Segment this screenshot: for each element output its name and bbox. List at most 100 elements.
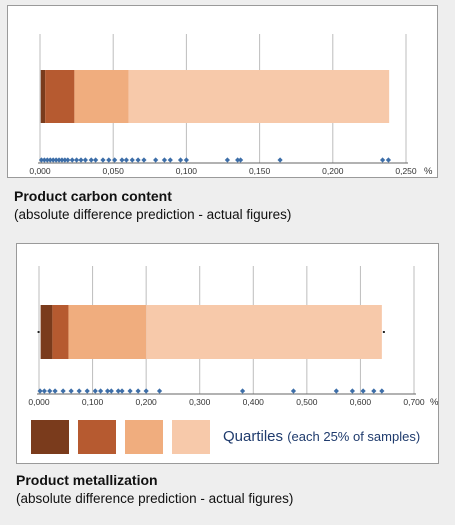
data-point-27: [177, 157, 184, 163]
data-point-14: [88, 157, 94, 163]
data-point-21: [129, 157, 135, 163]
data-point-32: [277, 157, 283, 163]
tick-label-5: 0,250: [395, 166, 417, 176]
data-point-24: [379, 388, 385, 394]
legend-swatch-q3: [125, 420, 163, 454]
data-point-17: [156, 388, 163, 394]
quartile-4-segment: [146, 305, 382, 359]
data-point-10: [104, 388, 111, 394]
legend-swatch-q1: [31, 420, 69, 454]
quartile-2-segment: [52, 305, 69, 359]
carbon-chart-subtitle: (absolute difference prediction - actual…: [14, 207, 292, 222]
data-point-19: [290, 388, 297, 394]
whisker-max-cap: [382, 331, 385, 333]
tick-label-4: 0,400: [243, 397, 265, 407]
data-point-20: [333, 388, 339, 394]
data-point-18: [239, 388, 246, 394]
metallization-chart: 0,000 0,100 0,200 0,300 0,400 0,500 0,600 0,700…: [28, 266, 439, 408]
data-point-23: [371, 388, 377, 394]
data-point-9: [98, 388, 104, 394]
quartile-3-segment: [74, 70, 129, 123]
data-point-22: [135, 157, 141, 163]
data-point-30: [235, 157, 241, 163]
carbon-chart-title: Product carbon content: [14, 188, 172, 204]
data-point-5: [53, 157, 59, 163]
data-point-2: [44, 157, 50, 163]
metallization-chart-title: Product metallization: [16, 472, 158, 488]
data-point-4: [50, 157, 56, 163]
data-point-4: [60, 388, 66, 394]
data-point-6: [76, 388, 82, 394]
legend-label: Quartiles (each 25% of samples): [223, 428, 420, 445]
tick-label-0: 0,000: [28, 397, 50, 407]
data-point-15: [135, 388, 141, 394]
data-point-34: [385, 157, 392, 163]
data-point-13: [82, 157, 88, 163]
data-point-12: [115, 388, 121, 394]
data-point-25: [161, 157, 168, 163]
data-point-5: [68, 388, 74, 394]
legend-swatch-q2: [78, 420, 116, 454]
quartile-1-segment: [40, 305, 53, 359]
data-point-16: [143, 388, 149, 394]
data-point-21: [349, 388, 355, 394]
data-point-28: [183, 157, 189, 163]
tick-label-2: 0,200: [136, 397, 158, 407]
data-point-12: [78, 157, 84, 163]
metallization-chart-subtitle: (absolute difference prediction - actual…: [16, 491, 294, 506]
data-point-3: [47, 157, 53, 163]
metallization-chart-panel: 0,000 0,100 0,200 0,300 0,400 0,500 0,600 0,700…: [16, 243, 439, 412]
data-point-0: [38, 157, 45, 163]
data-point-20: [123, 157, 129, 163]
data-point-33: [379, 157, 386, 163]
tick-label-4: 0,200: [322, 166, 344, 176]
data-point-8: [92, 388, 98, 394]
legend-label-main: Quartiles: [223, 428, 284, 445]
quartile-1-segment: [40, 70, 46, 123]
data-point-14: [127, 388, 133, 394]
tick-label-7: 0,700: [403, 397, 425, 407]
tick-label-1: 0,100: [82, 397, 104, 407]
data-point-7: [84, 388, 90, 394]
data-point-6: [56, 157, 62, 163]
data-point-1: [41, 388, 47, 394]
unit-label: %: [430, 397, 438, 408]
legend-label-detail: (each 25% of samples): [287, 429, 421, 444]
legend-swatch-q4: [172, 420, 210, 454]
tick-label-3: 0,150: [249, 166, 271, 176]
quartile-3-segment: [68, 305, 147, 359]
carbon-chart-panel: 0,000 0,050 0,100 0,150 0,200 0,250%: [7, 5, 438, 178]
data-point-10: [69, 157, 75, 163]
whisker-min-cap: [37, 331, 40, 333]
data-point-19: [119, 157, 125, 163]
quartile-4-segment: [128, 70, 390, 123]
data-point-26: [167, 157, 173, 163]
unit-label: %: [424, 166, 433, 177]
tick-label-3: 0,300: [189, 397, 211, 407]
data-point-3: [52, 388, 58, 394]
data-point-7: [59, 157, 65, 163]
data-point-13: [119, 388, 125, 394]
data-point-22: [360, 388, 366, 394]
quartile-legend: Quartiles (each 25% of samples): [16, 410, 439, 464]
data-point-24: [153, 157, 159, 163]
data-point-16: [100, 157, 106, 163]
tick-label-1: 0,050: [103, 166, 125, 176]
data-point-11: [74, 157, 80, 163]
data-point-9: [65, 157, 71, 163]
tick-label-5: 0,500: [296, 397, 318, 407]
data-point-1: [41, 157, 47, 163]
data-point-17: [106, 157, 112, 163]
carbon-chart: 0,000 0,050 0,100 0,150 0,200 0,250%: [29, 34, 433, 177]
quartile-2-segment: [45, 70, 75, 123]
data-point-31: [237, 157, 244, 163]
data-point-11: [108, 388, 114, 394]
data-point-18: [112, 157, 118, 163]
data-point-0: [37, 388, 43, 394]
tick-label-0: 0,000: [29, 166, 51, 176]
data-point-15: [93, 157, 99, 163]
tick-label-2: 0,100: [176, 166, 198, 176]
data-point-29: [224, 157, 230, 163]
data-point-23: [141, 157, 147, 163]
tick-label-6: 0,600: [350, 397, 372, 407]
